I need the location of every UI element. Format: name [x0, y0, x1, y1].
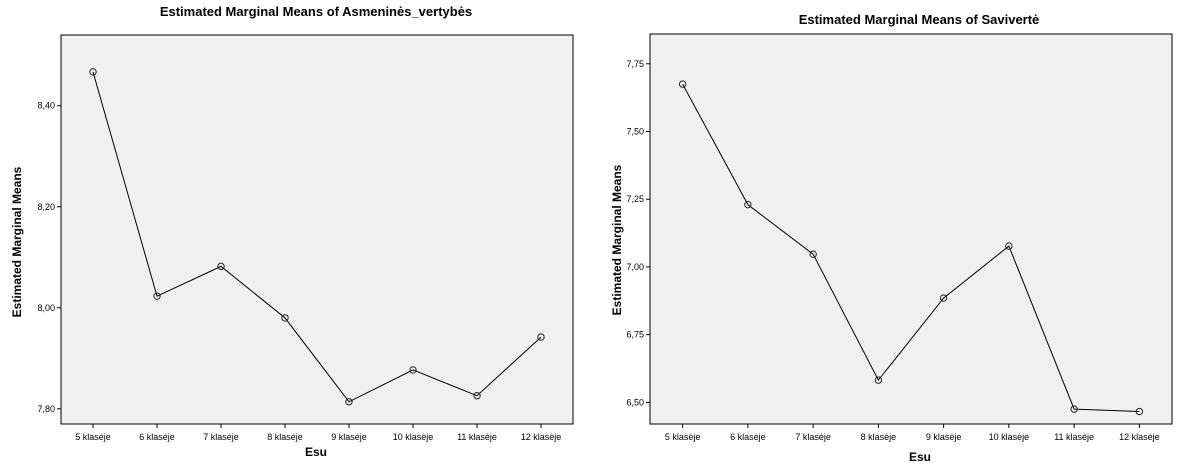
series-line [682, 83, 1140, 413]
chart-asmenines-vertybes: Estimated Marginal Means of Asmeninės_ve… [10, 4, 574, 459]
data-point [1005, 242, 1013, 250]
x-tick-label: 11 klasėje [1054, 432, 1094, 442]
x-axis-title: Esu [909, 450, 931, 463]
data-point [409, 366, 417, 374]
x-tick-label: 5 klasėje [75, 432, 111, 442]
y-tick-label: 7,00 [626, 262, 644, 272]
x-tick-label: 7 klasėje [203, 432, 239, 442]
data-point [473, 392, 481, 400]
data-point [678, 80, 687, 88]
plot-group: 7,80 8,00 8,20 8,40 5 klasėje 6 klasėje 7 klas… [37, 34, 574, 442]
data-point [281, 314, 289, 322]
data-point [345, 398, 353, 406]
data-point [217, 262, 225, 271]
y-tick-label: 7,50 [626, 127, 644, 137]
y-tick-label: 7,75 [626, 59, 644, 69]
chart-title: Estimated Marginal Means of Asmeninės_ve… [160, 4, 472, 19]
data-point [1135, 407, 1144, 416]
x-tick-label: 10 klasėje [989, 432, 1030, 442]
x-tick-label: 12 klasėje [521, 432, 562, 442]
x-tick-label: 6 klasėje [139, 432, 175, 442]
x-tick-label: 11 klasėje [457, 432, 497, 442]
y-tick-label: 8,20 [37, 202, 55, 212]
plot-area [649, 33, 1173, 425]
x-tick-label: 5 klasėje [665, 432, 701, 442]
data-point [89, 68, 97, 76]
data-point [744, 200, 752, 209]
chart-saviverte: Estimated Marginal Means of Savivertė Es… [593, 0, 1186, 463]
chart-svg-asmenines-vertybes: Estimated Marginal Means of Asmeninės_ve… [10, 4, 574, 459]
x-tick-label: 8 klasėje [267, 432, 303, 442]
series-line [92, 71, 542, 403]
y-tick-label: 6,50 [626, 397, 644, 407]
x-tick-label: 10 klasėje [393, 432, 434, 442]
y-axis-title: Estimated Marginal Means [610, 164, 624, 315]
y-axis-title: Estimated Marginal Means [10, 166, 24, 317]
chart-title: Estimated Marginal Means of Savivertė [799, 12, 1040, 27]
y-tick-label: 7,80 [37, 404, 55, 414]
x-tick-label: 8 klasėje [861, 432, 897, 442]
plot-group: 6,50 6,75 7,00 7,25 7,50 7,75 5 klasėje 6 klasė… [626, 33, 1173, 442]
y-tick-label: 8,00 [37, 303, 55, 313]
x-tick-label: 6 klasėje [730, 432, 766, 442]
data-point [153, 292, 161, 300]
y-tick-label: 6,75 [626, 330, 644, 340]
chart-svg-saviverte: Estimated Marginal Means of Savivertė Es… [610, 12, 1173, 463]
x-axis-title: Esu [305, 445, 327, 459]
x-tick-label: 12 klasėje [1119, 432, 1160, 442]
y-tick-label: 8,40 [37, 101, 55, 111]
x-tick-label: 9 klasėje [926, 432, 962, 442]
data-point [874, 376, 883, 384]
data-point [809, 250, 817, 258]
x-tick-label: 9 klasėje [331, 432, 367, 442]
data-point [537, 333, 545, 341]
data-point [1070, 405, 1078, 413]
y-tick-label: 7,25 [626, 194, 644, 204]
data-point [939, 294, 948, 302]
x-tick-label: 7 klasėje [795, 432, 831, 442]
